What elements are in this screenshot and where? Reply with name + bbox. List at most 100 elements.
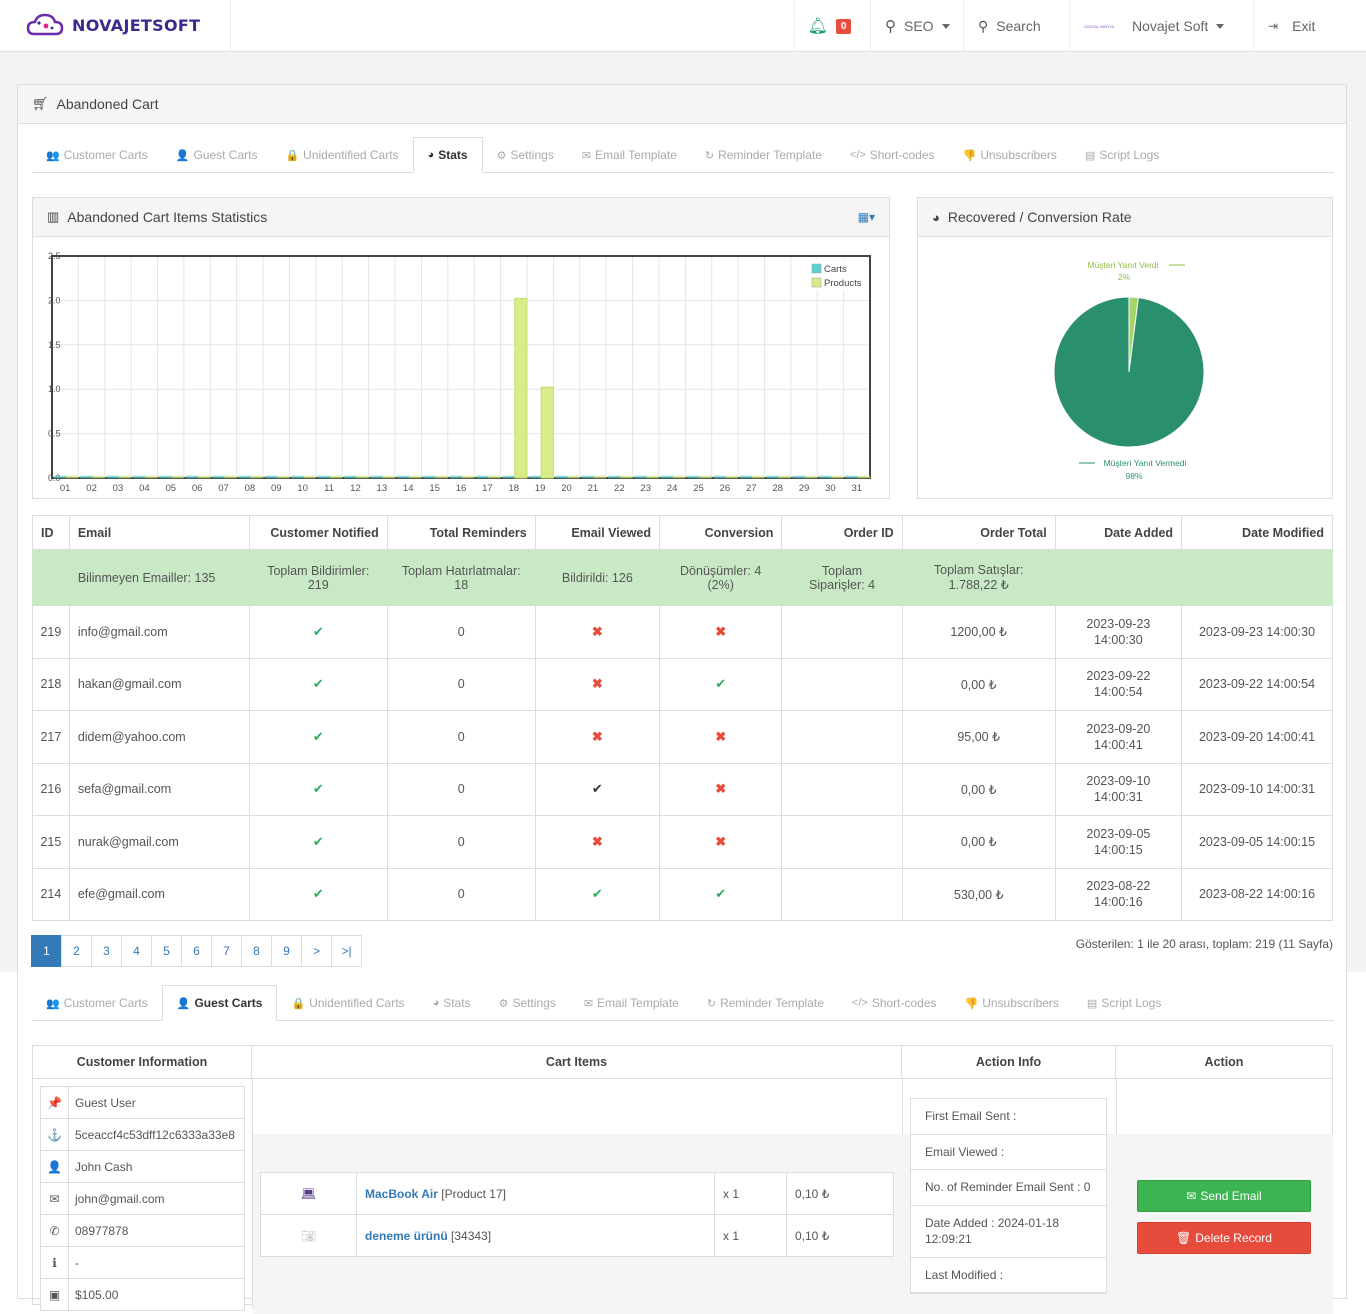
page-link[interactable]: 1	[31, 935, 62, 967]
tab-email-template[interactable]: ✉ Email Template	[568, 137, 691, 173]
tab-guest-carts[interactable]: 👤 Guest Carts	[161, 985, 278, 1021]
bar-carts	[818, 475, 832, 479]
column-header[interactable]: Email Viewed	[534, 515, 660, 550]
tab-label: Customer Carts	[63, 148, 148, 162]
table-row[interactable]: 214 efe@gmail.com ✔ 0 ✔ ✔ 530,00 ₺ 2023-08-22 1…	[32, 867, 1333, 921]
tab-unsubscribers[interactable]: 👎 Unsubscribers	[951, 985, 1073, 1021]
tab-settings[interactable]: ⚙ Settings	[483, 137, 568, 173]
envelope-icon: ✉	[581, 149, 592, 162]
cell-notified: ✔	[248, 605, 388, 659]
column-header[interactable]: Order Total	[901, 515, 1056, 550]
tab-short-codes[interactable]: </> Short-codes	[838, 985, 951, 1021]
bar-products	[857, 475, 871, 479]
page-link[interactable]: 4	[121, 935, 152, 967]
page-link[interactable]: 6	[181, 935, 212, 967]
cell-email: efe@gmail.com	[68, 867, 250, 921]
send-email-button[interactable]: ✉ Send Email	[1137, 1180, 1311, 1212]
delete-record-button[interactable]: 🗑︎ Delete Record	[1137, 1222, 1311, 1254]
notifications-button[interactable]: 🔔︎ 0	[794, 0, 864, 52]
customer-info-value: john@gmail.com	[68, 1182, 245, 1215]
table-row[interactable]: 217 didem@yahoo.com ✔ 0 ✖ ✖ 95,00 ₺ 2023-09-20 …	[32, 710, 1333, 764]
cell-notified: ✔	[248, 867, 388, 921]
table-row[interactable]: 216 sefa@gmail.com ✔ 0 ✔ ✖ 0,00 ₺ 2023-09-10 14…	[32, 762, 1333, 816]
bar-products	[514, 297, 528, 479]
page-link[interactable]: 8	[241, 935, 272, 967]
conversion-rate-box: ◕ Recovered / Conversion Rate Müşteri Ya…	[917, 197, 1333, 499]
page-link[interactable]: 5	[151, 935, 182, 967]
times-icon: ✖	[591, 833, 603, 849]
cart-item-price: 0,10 ₺	[786, 1172, 894, 1215]
page-link[interactable]: >|	[331, 935, 362, 967]
column-header[interactable]: Total Reminders	[386, 515, 536, 550]
check-icon: ✔	[312, 728, 324, 744]
seo-menu[interactable]: ⚲ SEO	[870, 0, 964, 52]
sign-out-icon: ⇥	[1268, 19, 1279, 33]
table-row[interactable]: 219 info@gmail.com ✔ 0 ✖ ✖ 1200,00 ₺ 2023-09-23…	[32, 605, 1333, 659]
check-icon: ✔	[312, 781, 324, 797]
cell-id: 218	[32, 657, 70, 711]
tab-unidentified-carts[interactable]: 🔒 Unidentified Carts	[277, 985, 418, 1021]
column-header[interactable]: Date Added	[1054, 515, 1183, 550]
cell-id: 214	[32, 867, 70, 921]
seo-label: SEO	[904, 18, 934, 34]
bar-carts	[212, 475, 225, 479]
column-header[interactable]: Conversion	[658, 515, 783, 550]
user-menu[interactable]: DIGITAL MEDYA Novajet Soft	[1069, 0, 1253, 52]
tab-stats[interactable]: ◕ Stats	[419, 985, 485, 1021]
summary-viewed: Bildirildi: 126	[534, 549, 660, 606]
bar-carts	[792, 475, 806, 479]
page-link[interactable]: 3	[91, 935, 122, 967]
user-icon: 👤	[175, 149, 190, 162]
page-link[interactable]: 2	[61, 935, 92, 967]
bar-products	[171, 475, 185, 479]
x-tick-label: 25	[693, 483, 704, 494]
cart-item-qty: x 1	[714, 1172, 787, 1215]
calendar-icon[interactable]: ▦▾	[857, 210, 875, 224]
tab-customer-carts[interactable]: 👥 Customer Carts	[32, 985, 162, 1021]
cell-date-modified: 2023-09-20 14:00:41	[1181, 710, 1333, 764]
page-link[interactable]: 9	[271, 935, 302, 967]
x-tick-label: 27	[746, 483, 757, 494]
tab-reminder-template[interactable]: ↻ Reminder Template	[691, 137, 836, 173]
tab-email-template[interactable]: ✉ Email Template	[570, 985, 693, 1021]
column-header[interactable]: Date Modified	[1181, 515, 1333, 550]
chart-legend: Carts Products	[808, 260, 866, 290]
cell-order-total: 530,00 ₺	[901, 867, 1056, 921]
column-header[interactable]: Order ID	[781, 515, 903, 550]
column-header[interactable]: Customer Notified	[248, 515, 388, 550]
product-link[interactable]: deneme ürünü	[365, 1228, 448, 1243]
brand-logo[interactable]: NOVAJETSOFT	[26, 10, 200, 40]
bar-carts	[739, 475, 753, 479]
product-ref: [Product 17]	[441, 1186, 506, 1201]
tab-unidentified-carts[interactable]: 🔒 Unidentified Carts	[271, 137, 412, 173]
action-info-list: First Email Sent : Email Viewed : No. of R…	[910, 1098, 1107, 1294]
tab-reminder-template[interactable]: ↻ Reminder Template	[693, 985, 838, 1021]
tab-settings[interactable]: ⚙ Settings	[485, 985, 570, 1021]
tab-script-logs[interactable]: ▤ Script Logs	[1073, 985, 1175, 1021]
tab-guest-carts[interactable]: 👤 Guest Carts	[162, 137, 272, 173]
tab-customer-carts[interactable]: 👥 Customer Carts	[32, 137, 162, 173]
page-link[interactable]: >	[301, 935, 332, 967]
bar-carts	[132, 475, 146, 479]
tab-script-logs[interactable]: ▤ Script Logs	[1071, 137, 1173, 173]
bar-products	[277, 475, 290, 479]
customer-info-value: 5ceaccf4c53dff12c6333a33e8	[68, 1118, 245, 1151]
column-header[interactable]: Email	[68, 515, 250, 550]
x-tick-label: 18	[508, 483, 519, 494]
stats-box-header: ▥ Abandoned Cart Items Statistics ▦▾	[33, 198, 889, 237]
table-row[interactable]: 215 nurak@gmail.com ✔ 0 ✖ ✖ 0,00 ₺ 2023-09-05 1…	[32, 815, 1333, 869]
table-row[interactable]: 218 hakan@gmail.com ✔ 0 ✖ ✔ 0,00 ₺ 2023-09-22 1…	[32, 657, 1333, 711]
money-icon: ▣	[40, 1278, 69, 1311]
product-link[interactable]: MacBook Air	[365, 1186, 438, 1201]
page-link[interactable]: 7	[211, 935, 242, 967]
search-button[interactable]: ⚲ Search	[963, 0, 1069, 52]
exit-button[interactable]: ⇥ Exit	[1253, 0, 1337, 52]
tab-short-codes[interactable]: </> Short-codes	[836, 137, 949, 173]
tab-stats[interactable]: ◕ Stats	[412, 137, 483, 173]
customer-info-value: Guest User	[68, 1086, 245, 1119]
tab-unsubscribers[interactable]: 👎 Unsubscribers	[949, 137, 1071, 173]
column-header[interactable]: ID	[32, 515, 70, 550]
bar-products	[435, 475, 449, 479]
cloud-logo-icon	[26, 13, 64, 36]
cell-conversion: ✖	[658, 815, 783, 869]
